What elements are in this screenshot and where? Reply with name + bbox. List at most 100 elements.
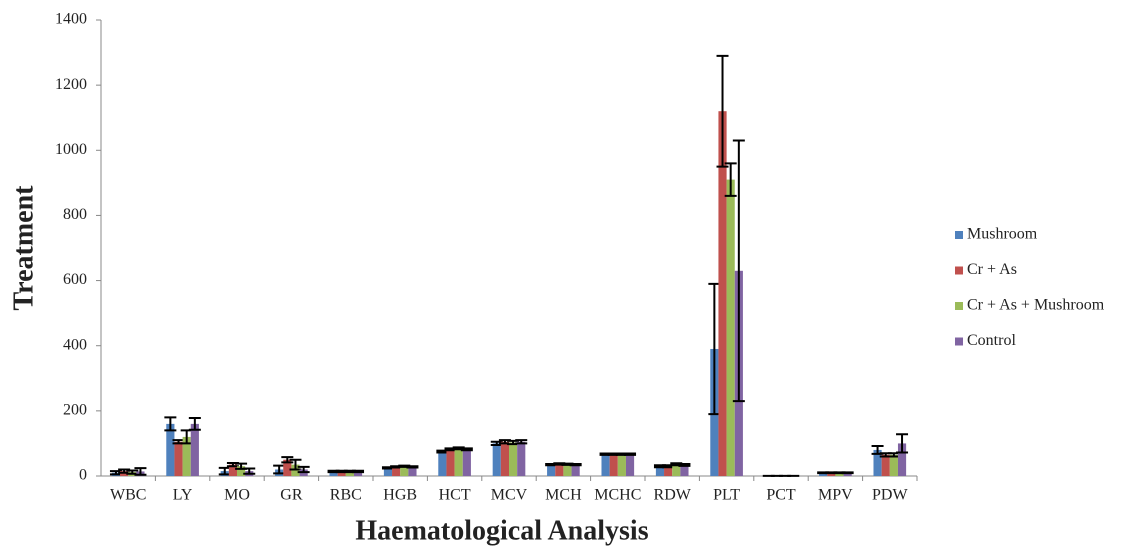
x-tick-label: HCT bbox=[439, 487, 471, 504]
bar bbox=[835, 472, 844, 476]
bar bbox=[617, 454, 626, 476]
bar bbox=[228, 464, 237, 476]
y-axis-title: Treatment bbox=[8, 185, 39, 311]
x-tick-label: MPV bbox=[818, 487, 853, 504]
error-bar bbox=[406, 465, 419, 469]
bar bbox=[547, 464, 556, 476]
y-tick-label: 400 bbox=[63, 336, 87, 353]
error-bar bbox=[490, 440, 503, 447]
x-tick-label: MO bbox=[224, 487, 250, 504]
error-bar bbox=[624, 452, 637, 456]
x-tick-label: LY bbox=[173, 487, 193, 504]
bar bbox=[843, 472, 852, 476]
bar bbox=[664, 466, 673, 476]
error-bar bbox=[289, 458, 302, 471]
error-bar bbox=[515, 439, 528, 445]
bar bbox=[190, 423, 199, 476]
bar bbox=[881, 454, 890, 476]
bar bbox=[438, 451, 447, 476]
error-bar bbox=[134, 467, 147, 476]
y-tick-label: 1000 bbox=[55, 141, 87, 158]
legend-label: Mushroom bbox=[967, 226, 1038, 243]
bar bbox=[345, 471, 354, 476]
error-bar bbox=[896, 433, 909, 454]
x-tick-label: RBC bbox=[330, 487, 362, 504]
y-tick-label: 200 bbox=[63, 402, 87, 419]
bar bbox=[182, 436, 191, 476]
bar bbox=[174, 441, 183, 476]
x-tick-label: PLT bbox=[713, 487, 740, 504]
x-tick-label: MCV bbox=[491, 487, 528, 504]
y-tick-label: 0 bbox=[79, 467, 87, 484]
bar bbox=[563, 464, 572, 476]
y-tick-label: 600 bbox=[63, 271, 87, 288]
bar bbox=[625, 454, 635, 476]
bar bbox=[555, 463, 564, 476]
legend-label: Cr + As + Mushroom bbox=[967, 297, 1105, 314]
bar bbox=[680, 464, 689, 476]
x-tick-label: RDW bbox=[654, 487, 692, 504]
bar bbox=[873, 449, 882, 476]
error-bar bbox=[732, 139, 745, 403]
bar bbox=[517, 441, 526, 476]
error-bar bbox=[841, 471, 854, 475]
y-tick-label: 800 bbox=[63, 206, 87, 223]
error-bar bbox=[243, 467, 256, 475]
error-bar bbox=[109, 470, 122, 476]
bar bbox=[446, 449, 455, 476]
bar bbox=[454, 448, 463, 476]
bar bbox=[400, 466, 409, 476]
error-bar bbox=[724, 162, 737, 197]
bar bbox=[827, 472, 836, 476]
legend-swatch bbox=[955, 302, 963, 310]
bar bbox=[353, 471, 363, 476]
error-bar bbox=[297, 465, 310, 474]
x-tick-label: HGB bbox=[383, 487, 417, 504]
bar bbox=[609, 454, 618, 476]
bar bbox=[329, 471, 338, 476]
x-axis-title: Haematological Analysis bbox=[355, 515, 648, 546]
x-tick-label: PCT bbox=[766, 487, 796, 504]
bar bbox=[718, 111, 727, 476]
bar bbox=[571, 464, 580, 476]
bar bbox=[500, 441, 509, 476]
bar bbox=[408, 466, 417, 476]
bar bbox=[283, 459, 292, 476]
error-bar bbox=[716, 54, 729, 168]
bar bbox=[383, 467, 393, 476]
bar bbox=[462, 449, 471, 476]
legend-swatch bbox=[955, 266, 963, 275]
bar bbox=[655, 466, 665, 476]
legend-label: Cr + As bbox=[967, 261, 1017, 278]
error-bar bbox=[281, 456, 294, 464]
error-bar bbox=[678, 462, 691, 467]
bar bbox=[392, 466, 401, 476]
error-bar bbox=[352, 469, 365, 474]
error-bar bbox=[708, 282, 721, 416]
bar bbox=[672, 464, 681, 476]
bar bbox=[492, 443, 501, 476]
legend-label: Control bbox=[967, 332, 1016, 349]
bar bbox=[601, 454, 610, 476]
error-bar bbox=[460, 447, 473, 452]
error-bar bbox=[188, 417, 201, 431]
legend-swatch bbox=[955, 231, 963, 239]
bar bbox=[237, 466, 246, 476]
bar bbox=[166, 423, 175, 476]
bar bbox=[897, 443, 907, 476]
error-bar bbox=[273, 464, 286, 475]
x-tick-label: MCH bbox=[545, 487, 582, 504]
x-tick-label: PDW bbox=[872, 487, 908, 504]
bar bbox=[889, 454, 898, 476]
x-tick-label: MCHC bbox=[594, 487, 641, 504]
bar bbox=[819, 472, 828, 476]
legend-swatch bbox=[955, 337, 963, 346]
y-tick-label: 1200 bbox=[55, 76, 87, 93]
bar bbox=[509, 442, 518, 476]
bar bbox=[726, 179, 735, 476]
error-bar bbox=[164, 416, 177, 432]
error-bar bbox=[569, 462, 582, 467]
y-tick-label: 1400 bbox=[55, 11, 87, 28]
bar bbox=[337, 471, 346, 476]
